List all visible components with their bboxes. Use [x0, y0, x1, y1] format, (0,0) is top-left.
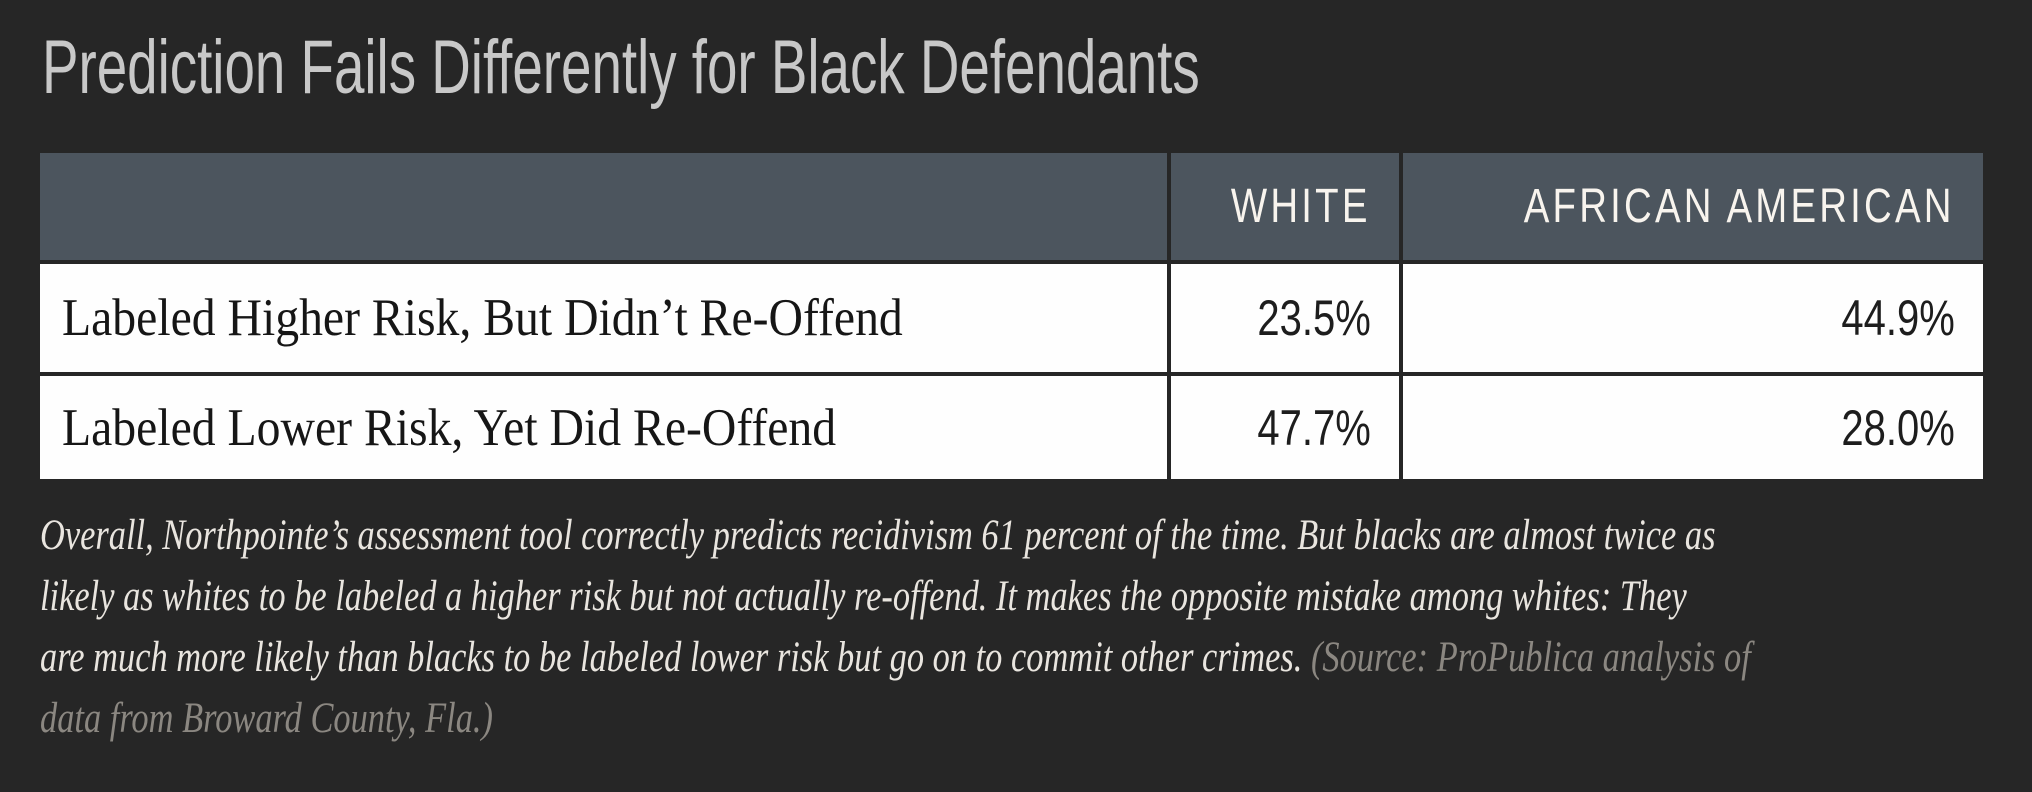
propublica-bias-table-graphic: Prediction Fails Differently for Black D… — [0, 30, 2032, 749]
value-text: 47.7% — [1257, 399, 1371, 456]
header-cell-african-american: AFRICAN AMERICAN — [1403, 153, 1983, 260]
value-african-american-higher-risk: 44.9% — [1403, 264, 1983, 372]
caption-source-text: data from Broward County, Fla.) — [40, 695, 493, 742]
value-white-lower-risk: 47.7% — [1171, 376, 1399, 479]
graphic-title-text: Prediction Fails Differently for Black D… — [42, 25, 1200, 110]
header-label-white: WHITE — [1231, 180, 1371, 233]
header-cell-empty — [40, 153, 1167, 260]
table-row-label-higher-risk: Labeled Higher Risk, But Didn’t Re-Offen… — [40, 264, 1167, 372]
caption-text: Overall, Northpointe’s assessment tool c… — [40, 512, 1716, 559]
prediction-error-table: WHITE AFRICAN AMERICAN Labeled Higher Ri… — [40, 153, 1983, 479]
header-cell-white: WHITE — [1171, 153, 1399, 260]
caption-line: likely as whites to be labeled a higher … — [40, 566, 1687, 627]
table-row-label-lower-risk: Labeled Lower Risk, Yet Did Re-Offend — [40, 376, 1167, 479]
caption-source-text: (Source: ProPublica analysis of — [1310, 634, 1751, 681]
caption: Overall, Northpointe’s assessment tool c… — [40, 505, 1992, 749]
header-label-african-american: AFRICAN AMERICAN — [1524, 180, 1955, 233]
value-text: 28.0% — [1841, 399, 1955, 456]
caption-line: data from Broward County, Fla.) — [40, 688, 1602, 749]
caption-line: Overall, Northpointe’s assessment tool c… — [40, 505, 1715, 566]
caption-text: likely as whites to be labeled a higher … — [40, 573, 1687, 620]
graphic-title: Prediction Fails Differently for Black D… — [42, 30, 1992, 106]
value-text: 23.5% — [1257, 290, 1371, 346]
value-african-american-lower-risk: 28.0% — [1403, 376, 1983, 479]
row-label-text: Labeled Lower Risk, Yet Did Re-Offend — [62, 398, 837, 457]
value-text: 44.9% — [1841, 290, 1955, 346]
caption-line: are much more likely than blacks to be l… — [40, 627, 1751, 688]
row-label-text: Labeled Higher Risk, But Didn’t Re-Offen… — [62, 289, 903, 347]
value-white-higher-risk: 23.5% — [1171, 264, 1399, 372]
caption-text: are much more likely than blacks to be l… — [40, 634, 1311, 681]
